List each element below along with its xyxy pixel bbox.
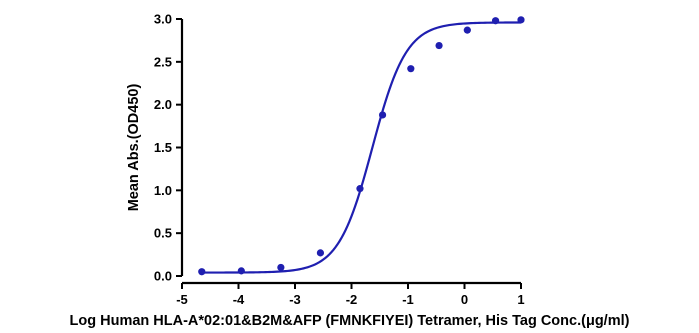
- data-point: [316, 249, 325, 257]
- x-tick-label: -4: [233, 292, 245, 307]
- data-point: [237, 267, 245, 275]
- y-tick-label: 1.0: [154, 183, 172, 198]
- y-axis-label: Mean Abs.(OD450): [126, 84, 142, 212]
- data-point: [491, 17, 500, 25]
- y-tick-label: 3.0: [154, 12, 172, 27]
- x-tick-label: -5: [176, 292, 188, 307]
- data-point: [277, 263, 285, 272]
- x-tick-label: 1: [517, 292, 524, 307]
- y-tick-label: 0.5: [154, 226, 172, 241]
- x-tick-label: -3: [289, 292, 301, 307]
- y-tick-label: 2.0: [154, 97, 172, 112]
- data-point: [356, 185, 364, 193]
- axes: [176, 18, 522, 289]
- x-axis-label: Log Human HLA-A*02:01&B2M&AFP (FMNKFIYEI…: [70, 313, 630, 329]
- y-tick-label: 0.0: [154, 269, 172, 284]
- y-tick-label: 1.5: [154, 140, 172, 155]
- fit-curve-layer: [201, 21, 521, 274]
- x-tick-label: 0: [461, 292, 468, 307]
- data-point: [198, 268, 206, 276]
- tick-labels-layer: 0.0 0.5 1.0 1.5 2.0 2.5 3.0 -5 -4 -3 -2 -1 0 1: [154, 12, 525, 308]
- data-point: [378, 111, 387, 119]
- fit-curve: [201, 21, 521, 274]
- data-point: [407, 65, 415, 73]
- data-point: [463, 26, 471, 34]
- data-points-layer: [198, 16, 525, 276]
- x-tick-label: -2: [346, 292, 358, 307]
- data-point: [435, 41, 443, 50]
- y-tick-label: 2.5: [154, 54, 172, 69]
- x-tick-label: -1: [402, 292, 414, 307]
- data-point: [517, 16, 525, 24]
